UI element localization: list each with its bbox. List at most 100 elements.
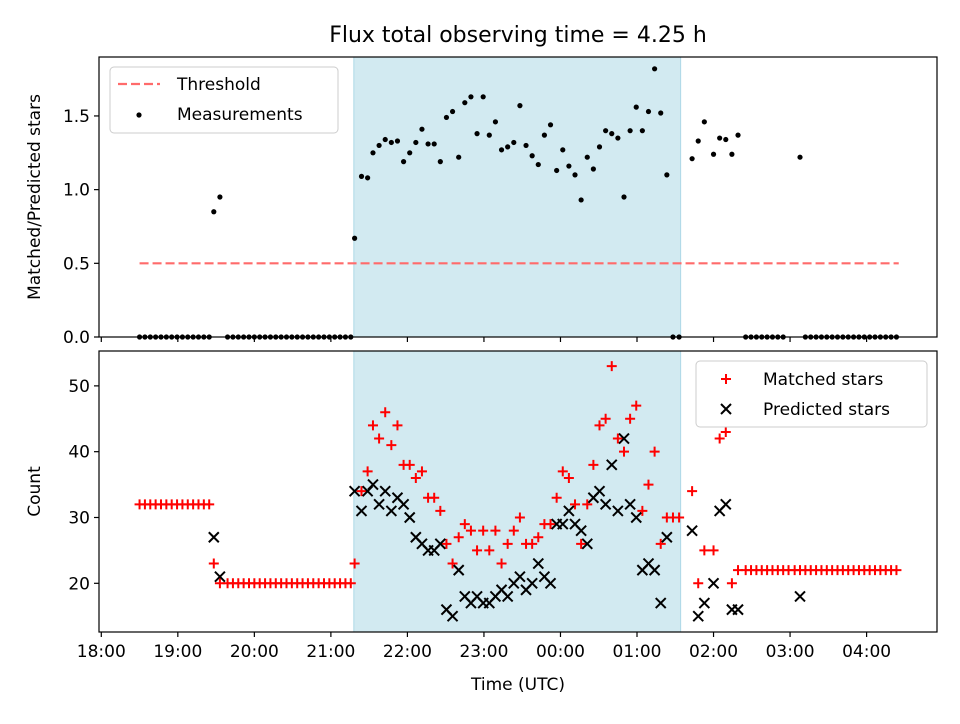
matched-star-point	[618, 446, 629, 457]
matched-star-point	[356, 486, 367, 497]
predicted-star-point	[698, 597, 711, 609]
bottom-panel: 20 30 40 50 18:00 19:00 20:00 21:00 22:00 23:00 00…	[25, 350, 938, 695]
predicted-star-point	[732, 603, 744, 616]
measurement-point	[664, 172, 670, 178]
matched-star-point	[612, 433, 623, 444]
predicted-star-point	[794, 590, 806, 603]
matched-star-point	[386, 440, 397, 451]
measurement-point	[729, 151, 735, 157]
measurement-point	[584, 154, 590, 160]
matched-star-point	[726, 578, 737, 589]
y-tick-label: 30	[68, 508, 90, 528]
matched-star-point	[508, 525, 519, 536]
y-axis-label: Count	[25, 466, 45, 517]
measurement-point	[388, 139, 394, 146]
measurement-point	[689, 156, 695, 162]
legend-threshold-label: Threshold	[176, 75, 261, 95]
matched-star-point	[490, 525, 501, 536]
measurement-point	[701, 119, 707, 125]
predicted-star-point	[661, 531, 673, 543]
predicted-star-point	[397, 498, 410, 511]
predicted-star-point	[379, 485, 391, 497]
matched-star-point	[576, 538, 587, 549]
legend-box	[109, 66, 339, 134]
matched-star-point	[643, 479, 654, 490]
measurement-point	[523, 142, 529, 149]
predicted-star-point	[367, 478, 379, 491]
matched-star-point	[435, 505, 446, 516]
x-tick-label: 04:00	[842, 642, 891, 662]
matched-star-point	[208, 558, 219, 569]
matched-star-point	[693, 578, 704, 589]
predicted-star-point	[544, 577, 557, 590]
predicted-star-point	[446, 610, 459, 622]
measurement-point	[376, 142, 382, 149]
matched-star-point	[345, 578, 356, 589]
predicted-star-point	[686, 524, 698, 537]
legend-predicted-label: Predicted stars	[763, 400, 890, 420]
matched-star-point	[545, 519, 556, 530]
measurement-point	[639, 128, 645, 134]
predicted-star-point	[720, 498, 732, 511]
x-tick-label: 21:00	[306, 642, 355, 662]
matched-star-point	[637, 505, 648, 516]
matched-star-point	[362, 466, 373, 477]
measurement-point	[529, 153, 535, 159]
predicted-star-point	[373, 498, 385, 511]
measurement-point	[492, 119, 499, 125]
legend-box	[695, 360, 928, 428]
measurement-point	[474, 131, 480, 137]
measurement-point	[407, 150, 413, 156]
measurement-point	[621, 194, 627, 200]
predicted-star-point	[630, 511, 642, 524]
matched-star-point	[472, 545, 483, 556]
matched-star-point	[631, 400, 642, 411]
predicted-star-point	[593, 485, 606, 497]
measurement-point	[695, 138, 701, 144]
matched-star-point	[699, 545, 710, 556]
legend: Matched stars Predicted stars	[695, 360, 928, 428]
measurement-point	[541, 132, 548, 138]
matched-star-point	[533, 532, 544, 543]
y-tick-label: 0.5	[63, 254, 90, 274]
y-axis-label: Matched/Predicted stars	[25, 94, 45, 300]
matched-star-point	[625, 413, 636, 424]
predicted-star-point	[355, 505, 368, 517]
matched-star-point	[563, 473, 574, 484]
measurement-point	[425, 141, 431, 147]
y-tick-label: 1.0	[63, 181, 90, 201]
measurement-point	[658, 110, 664, 116]
x-tick-label: 22:00	[383, 642, 432, 662]
matched-star-point	[447, 558, 458, 569]
measurement-point	[449, 108, 456, 115]
measurement-point	[596, 144, 603, 150]
matched-star-point	[594, 420, 605, 431]
matched-star-point	[404, 459, 415, 470]
x-tick-label: 20:00	[230, 642, 279, 662]
y-tick-label: 20	[68, 574, 90, 594]
predicted-star-point	[514, 571, 526, 583]
matched-star-point	[606, 361, 617, 372]
matched-star-point	[649, 446, 660, 457]
predicted-star-point	[655, 597, 667, 609]
predicted-star-point	[563, 505, 575, 517]
matched-star-point	[392, 420, 403, 431]
measurement-point	[462, 100, 468, 106]
measurement-point	[645, 108, 652, 115]
matched-star-point	[514, 512, 525, 523]
measurement-point	[370, 150, 376, 156]
measurement-point	[627, 128, 633, 134]
matched-star-point	[655, 538, 666, 549]
x-tick-label: 00:00	[536, 642, 585, 662]
measurement-point	[535, 161, 541, 168]
predicted-star-point	[348, 485, 361, 497]
matched-star-point	[527, 538, 538, 549]
top-panel: 0.0 0.5 1.0 1.5 Matched/Predicted stars Thres…	[25, 56, 938, 348]
measurement-point	[211, 209, 217, 215]
chart-title: Flux total observing time = 4.25 h	[329, 23, 707, 48]
matched-star-point	[484, 545, 495, 556]
measurement-point	[723, 136, 729, 143]
predicted-star-point	[575, 524, 587, 537]
predicted-star-point	[648, 564, 661, 576]
measurement-point	[560, 147, 566, 153]
